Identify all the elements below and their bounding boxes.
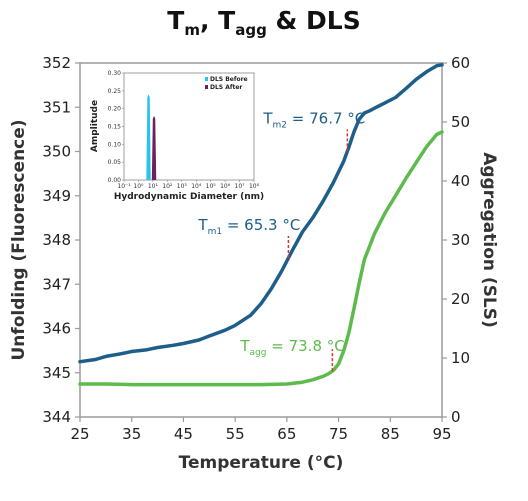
y-left-tick-label: 347 [42, 275, 71, 293]
inset-y-tick-label: 0.30 [108, 70, 122, 77]
inset-x-tick-label: 10⁸ [249, 183, 260, 190]
inset-x-tick-label: 10³ [177, 183, 188, 190]
y-right-tick-label: 50 [451, 113, 470, 131]
inset-y-tick-label: 0.15 [108, 124, 122, 131]
series-line-fluorescence [78, 63, 444, 364]
x-tick-label: 85 [381, 425, 400, 443]
y-right-tick-label: 60 [451, 54, 470, 72]
inset-x-tick-label: 10² [162, 183, 173, 190]
x-axis-label: Temperature (°C) [179, 453, 344, 473]
y-left-tick-label: 344 [42, 408, 71, 426]
inset-x-tick-label: 10⁷ [235, 183, 246, 190]
inset-y-tick-label: 0.00 [108, 177, 122, 184]
inset-x-tick-label: 10⁵ [206, 183, 217, 190]
inset-x-tick-label: 10⁰ [133, 183, 144, 190]
series-line-sls [78, 130, 444, 387]
annotation-label: Tagg = 73.8 °C [239, 337, 344, 358]
inset-y-tick-label: 0.05 [108, 159, 122, 166]
y-right-tick-label: 10 [451, 349, 470, 367]
chart-title: Tm, Tagg & DLS [167, 6, 361, 39]
y-right-axis-label: Aggregation (SLS) [479, 152, 499, 328]
y-left-tick-label: 345 [42, 364, 71, 382]
inset-y-tick-label: 0.25 [108, 88, 122, 95]
inset-x-tick-label: 10⁴ [191, 183, 202, 190]
y-right-tick-label: 30 [451, 231, 470, 249]
inset-dls-peak [146, 94, 151, 180]
x-tick-label: 65 [277, 425, 296, 443]
annotation-label: Tm2 = 76.7 °C [262, 109, 365, 130]
x-tick-label: 45 [174, 425, 193, 443]
y-left-tick-label: 352 [42, 54, 71, 72]
inset-background [91, 68, 261, 200]
y-left-tick-label: 348 [42, 231, 71, 249]
inset-y-label: Amplitude [90, 100, 100, 152]
y-left-axis-label: Unfolding (Fluorescence) [9, 119, 29, 360]
inset-dls-peak [151, 115, 157, 180]
inset-x-tick-label: 10⁻¹ [117, 183, 131, 190]
x-tick-label: 95 [432, 425, 451, 443]
annotation-label: Tm1 = 65.3 °C [197, 216, 300, 237]
inset-legend-label: DLS Before [210, 76, 248, 83]
x-tick-label: 55 [226, 425, 245, 443]
y-right-tick-label: 40 [451, 172, 470, 190]
inset-legend-swatch [205, 85, 208, 89]
inset-x-tick-label: 10¹ [148, 183, 159, 190]
y-left-tick-label: 346 [42, 320, 71, 338]
inset-x-tick-label: 10⁶ [220, 183, 231, 190]
inset-legend-swatch [205, 77, 208, 81]
inset-y-tick-label: 0.10 [108, 141, 122, 148]
x-tick-label: 25 [70, 425, 89, 443]
inset-legend-label: DLS After [210, 84, 242, 91]
y-right-tick-label: 0 [451, 408, 461, 426]
dls-inset: 10⁻¹ 10⁰ 10¹ 10² 10³ 10⁴ 10⁵ 10⁶ 10⁷ 10⁸ 0.00 0.05 0… [90, 68, 264, 202]
y-right-tick-label: 20 [451, 290, 470, 308]
y-left-tick-label: 351 [42, 98, 71, 116]
y-left-tick-label: 350 [42, 143, 71, 161]
inset-x-label: Hydrodynamic Diameter (nm) [114, 192, 264, 202]
inset-y-tick-label: 0.20 [108, 106, 122, 113]
y-left-tick-label: 349 [42, 187, 71, 205]
x-tick-label: 35 [122, 425, 141, 443]
x-tick-label: 75 [329, 425, 348, 443]
